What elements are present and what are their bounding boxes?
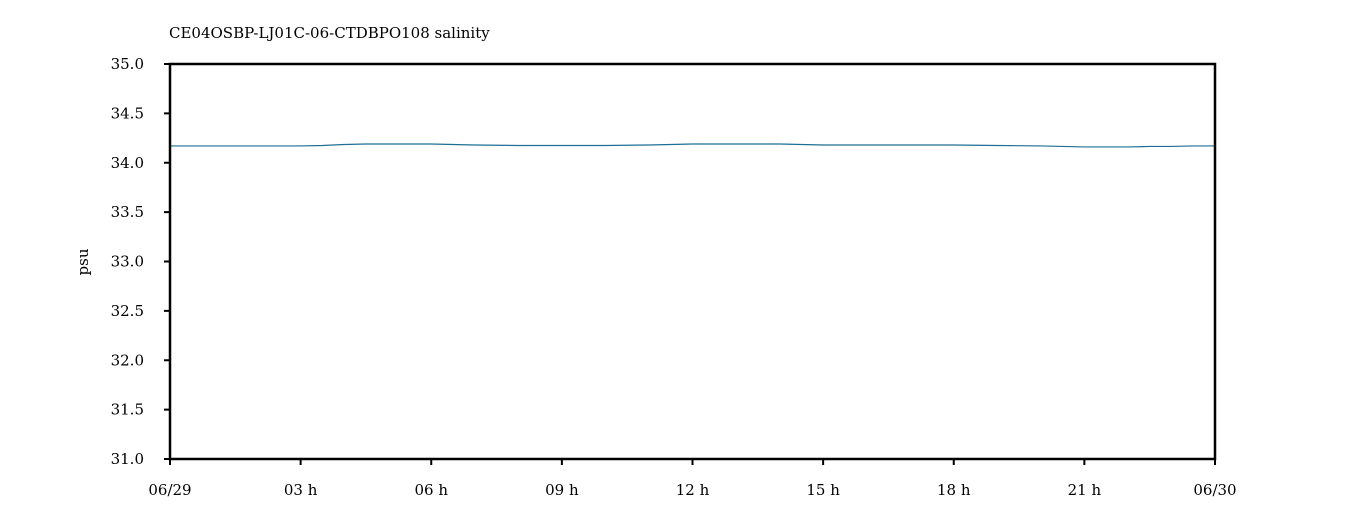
plot-area bbox=[170, 143, 1215, 148]
y-tick-label: 34.0 bbox=[111, 154, 144, 172]
y-tick-label: 33.5 bbox=[111, 203, 144, 221]
x-tick-label: 03 h bbox=[284, 481, 318, 499]
series-line-salinity bbox=[170, 143, 1215, 148]
axes: 06/29 03 h 06 h 09 h 12 h 15 h 18 h 21 h 06/30 31… bbox=[111, 55, 1237, 499]
y-tick-label: 31.5 bbox=[111, 401, 144, 419]
y-tick-label: 31.0 bbox=[111, 450, 144, 468]
x-tick-label: 21 h bbox=[1068, 481, 1102, 499]
x-tick-label: 15 h bbox=[806, 481, 840, 499]
plot-frame bbox=[168, 62, 1217, 461]
x-tick-label: 06 h bbox=[414, 481, 448, 499]
x-tick-label: 12 h bbox=[676, 481, 710, 499]
y-tick-label: 34.5 bbox=[111, 104, 144, 122]
x-tick-label: 09 h bbox=[545, 481, 579, 499]
x-tick-label: 06/30 bbox=[1193, 481, 1236, 499]
y-tick-label: 32.0 bbox=[111, 351, 144, 369]
y-tick-label: 32.5 bbox=[111, 302, 144, 320]
y-tick-label: 35.0 bbox=[111, 55, 144, 73]
chart-title: CE04OSBP-LJ01C-06-CTDBPO108 salinity bbox=[169, 24, 490, 42]
y-axis-label: psu bbox=[74, 248, 92, 275]
x-tick-label: 06/29 bbox=[148, 481, 191, 499]
x-tick-label: 18 h bbox=[937, 481, 971, 499]
y-tick-label: 33.0 bbox=[111, 253, 144, 271]
